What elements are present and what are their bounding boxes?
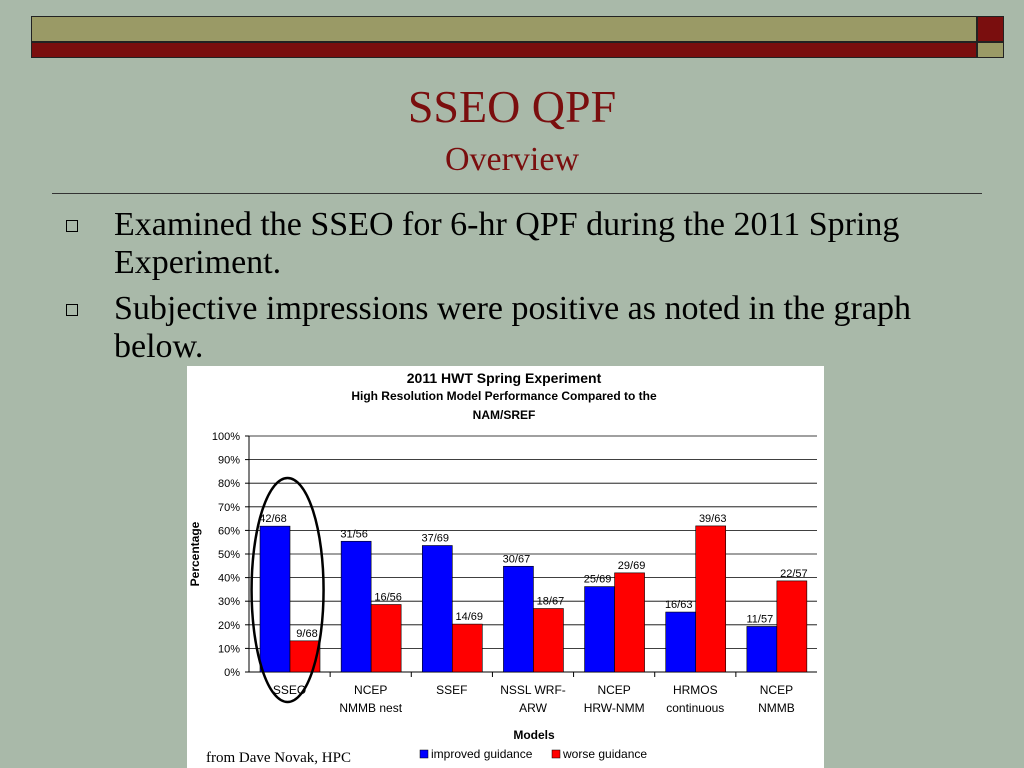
bar-data-label: 18/67 [537, 596, 565, 608]
bar-data-label: 42/68 [259, 513, 287, 525]
y-tick-label: 60% [218, 525, 240, 537]
y-tick-label: 70% [218, 502, 240, 514]
bar-worse [533, 608, 564, 673]
bar-data-label: 9/68 [296, 628, 317, 640]
y-tick-label: 50% [218, 549, 240, 561]
bullet-text: Examined the SSEO for 6-hr QPF during th… [114, 206, 900, 281]
bar-data-label: 16/56 [374, 592, 402, 604]
bar-worse [451, 623, 483, 673]
bar-data-label: 25/69 [584, 574, 612, 586]
top-maroon-bar [31, 42, 977, 58]
title-divider [52, 193, 982, 194]
y-tick-label: 90% [218, 455, 240, 467]
x-tick-label: SSEF [436, 683, 467, 697]
bar-data-label: 29/69 [618, 560, 646, 572]
bar-improved [259, 525, 291, 673]
bar-improved [503, 565, 534, 673]
bullet-item: Subjective impressions were positive as … [62, 290, 962, 366]
credit-text: from Dave Novak, HPC [206, 750, 351, 766]
x-axis-label: Models [513, 728, 555, 742]
bar-improved [421, 545, 453, 673]
legend-swatch [419, 749, 429, 759]
bar-worse [695, 525, 727, 673]
bar-chart: 2011 HWT Spring Experiment High Resolutio… [187, 366, 824, 768]
x-tick-label: NCEP [597, 683, 630, 697]
y-tick-label: 100% [212, 431, 240, 443]
y-tick-label: 80% [218, 478, 240, 490]
square-bullet-icon [66, 220, 78, 232]
x-tick-label: NCEP [354, 683, 387, 697]
square-bullet-icon [66, 304, 78, 316]
y-tick-label: 20% [218, 620, 240, 632]
bar-data-label: 37/69 [422, 533, 450, 545]
bar-data-label: 39/63 [699, 513, 727, 525]
legend-swatch [551, 749, 561, 759]
y-axis-label: Percentage [188, 521, 202, 586]
chart-svg: 2011 HWT Spring Experiment High Resolutio… [188, 370, 817, 761]
x-tick-label: HRW-NMM [584, 701, 645, 715]
bar-data-label: 30/67 [503, 553, 531, 565]
bar-data-label: 31/56 [340, 528, 368, 540]
legend-label: worse guidance [562, 747, 647, 761]
x-tick-label: NSSL WRF- [500, 683, 566, 697]
x-tick-label: ARW [519, 701, 547, 715]
bar-data-label: 14/69 [456, 611, 484, 623]
bar-data-label: 11/57 [746, 613, 773, 625]
x-tick-label: NMMB nest [339, 701, 402, 715]
chart-title: 2011 HWT Spring Experiment [407, 370, 602, 386]
slide-subtitle: Overview [444, 141, 580, 178]
bar-data-label: 22/57 [780, 568, 808, 580]
x-tick-label: SSEO [273, 683, 306, 697]
y-tick-label: 30% [218, 596, 240, 608]
x-tick-label: NMMB [758, 701, 795, 715]
corner-maroon-square [977, 16, 1004, 42]
corner-olive-square [977, 42, 1004, 58]
top-olive-bar [31, 16, 977, 42]
bullet-item: Examined the SSEO for 6-hr QPF during th… [62, 206, 962, 282]
bar-data-label: 16/63 [665, 599, 693, 611]
y-tick-label: 10% [218, 643, 240, 655]
y-tick-label: 0% [224, 667, 240, 679]
highlight-ellipse [250, 476, 325, 704]
x-tick-label: continuous [666, 701, 724, 715]
y-tick-label: 40% [218, 573, 240, 585]
bullet-text: Subjective impressions were positive as … [114, 290, 911, 365]
bar-improved [665, 611, 697, 673]
x-tick-label: NCEP [760, 683, 793, 697]
x-tick-label: HRMOS [673, 683, 718, 697]
legend-label: improved guidance [431, 747, 533, 761]
bar-worse [776, 580, 808, 673]
chart-subtitle: High Resolution Model Performance Compar… [351, 389, 657, 403]
bullet-list: Examined the SSEO for 6-hr QPF during th… [62, 206, 962, 374]
bar-improved [584, 586, 615, 673]
slide-title: SSEO QPF [407, 81, 617, 132]
bar-worse [370, 604, 402, 673]
chart-subtitle: NAM/SREF [473, 408, 536, 422]
bar-worse [614, 572, 645, 673]
bar-improved [746, 626, 778, 673]
bar-improved [340, 540, 372, 673]
